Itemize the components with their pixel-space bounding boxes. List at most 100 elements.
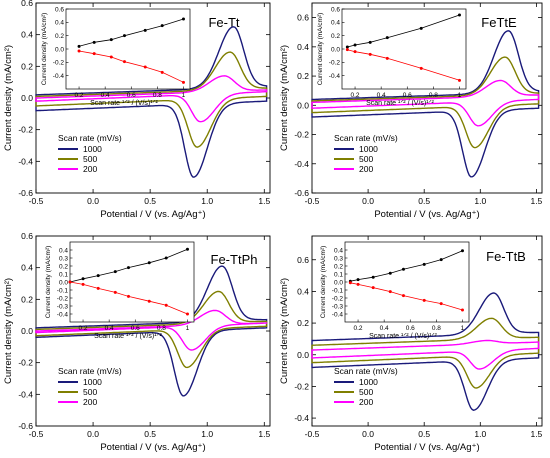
- inset-anodic-point: [368, 40, 372, 44]
- inset-x-tick-label: 0.8: [429, 92, 438, 99]
- inset-x-tick-label: 0.6: [131, 325, 140, 332]
- inset-y-tick-label: -0.2: [332, 295, 344, 302]
- inset-plot: 0.2 0.4 0.6 0.8 1-0.4-0.3-0.2-0.10.00.10.20.…: [320, 241, 470, 340]
- y-tick-label: -0.6: [18, 421, 33, 431]
- inset-y-axis-label: Current density (mA/cm²): [45, 246, 52, 319]
- inset-frame: [341, 8, 467, 90]
- legend-label: 1000: [359, 377, 378, 387]
- inset-y-tick-label: 0.2: [59, 263, 68, 270]
- legend-label: 200: [359, 164, 373, 174]
- y-tick-label: 0.6: [297, 255, 309, 265]
- legend-label: 200: [359, 397, 373, 407]
- inset-y-tick-label: 0.4: [331, 20, 340, 27]
- cv-curve-200: [35, 75, 268, 123]
- panel-title: Fe-TtB: [486, 249, 526, 264]
- x-tick-label: 1.5: [258, 196, 270, 206]
- inset-cathodic-point: [419, 66, 423, 70]
- x-tick-label: 1.0: [201, 429, 213, 439]
- x-tick-label: -0.5: [29, 196, 44, 206]
- x-tick-label: 0.5: [418, 429, 430, 439]
- inset-anodic-point: [164, 256, 168, 260]
- inset-y-tick-label: 0.0: [55, 46, 64, 53]
- inset-anodic-point: [122, 34, 126, 38]
- inset-cathodic-point: [345, 48, 349, 52]
- x-tick-label: 0.0: [87, 429, 99, 439]
- inset-x-tick-label: 1: [458, 92, 462, 99]
- inset-x-tick-label: 0.6: [127, 92, 136, 99]
- inset-cathodic-point: [371, 286, 375, 290]
- inset-anodic-point: [147, 261, 151, 265]
- inset-x-tick-label: 0.8: [432, 325, 441, 332]
- legend-label: 1000: [83, 377, 102, 387]
- y-tick-label: 0.0: [21, 326, 33, 336]
- inset-cathodic-point: [77, 49, 81, 53]
- cv-panel-4: -0.5 0.0 0.5 1.0 1.5 -0.4 -0.2 0.0 0.2 0.4 0.6 Pote…: [279, 235, 543, 453]
- cv-panel-2: -0.5 0.0 0.5 1.0 1.5 -0.6 -0.4 -0.2 0.0 0.2 0.4 0.6…: [279, 2, 543, 220]
- inset-y-tick-label: 0.3: [334, 255, 343, 262]
- inset-cathodic-point: [353, 50, 357, 54]
- inset-anodic-point: [371, 275, 375, 279]
- inset-y-tick-label: 0.2: [55, 33, 64, 40]
- y-axis-label: Current density (mA/cm²): [3, 278, 14, 384]
- inset-anodic-point: [143, 28, 147, 32]
- inset-anodic-point: [401, 267, 405, 271]
- y-tick-label: -0.4: [294, 413, 309, 423]
- legend-label: 1000: [83, 144, 102, 154]
- inset-cathodic-point: [147, 299, 151, 303]
- inset-cathodic-point: [68, 280, 72, 284]
- inset-x-tick-label: 0.4: [380, 325, 389, 332]
- y-tick-label: 0.2: [21, 294, 33, 304]
- plot-frame: [311, 2, 543, 194]
- cv-panel-3: -0.5 0.0 0.5 1.0 1.5 -0.6 -0.4 -0.2 0.0 0.2 0.4 0.6…: [3, 231, 270, 453]
- inset-anodic-point: [96, 274, 100, 278]
- x-tick-label: -0.5: [305, 196, 320, 206]
- inset-x-axis-label: Scan rate ¹ᐟ² / (V/s)¹ᐟ²: [94, 333, 162, 340]
- cv-curve-1000: [35, 26, 268, 178]
- y-tick-label: 0.2: [21, 61, 33, 71]
- inset-frame: [344, 241, 470, 323]
- inset-cathodic-point: [113, 290, 117, 294]
- x-tick-label: 0.5: [418, 196, 430, 206]
- y-tick-label: 0.0: [297, 100, 309, 110]
- inset-x-tick-label: 0.6: [403, 92, 412, 99]
- inset-cathodic-point: [368, 52, 372, 56]
- plot-frame: [311, 235, 543, 427]
- inset-anodic-point: [457, 13, 461, 17]
- x-axis-label: Potential / V (vs. Ag/Ag⁺): [374, 209, 479, 220]
- cv-panel-1: -0.5 0.0 0.5 1.0 1.5 -0.6 -0.4 -0.2 0.0 0.2 0.4 0.6…: [3, 0, 270, 220]
- inset-x-tick-label: 1: [186, 325, 190, 332]
- x-axis-label: Potential / V (vs. Ag/Ag⁺): [100, 442, 205, 453]
- legend-label: 500: [359, 387, 373, 397]
- x-axis-label: Potential / V (vs. Ag/Ag⁺): [100, 209, 205, 220]
- inset-anodic-line: [350, 250, 463, 282]
- y-tick-label: 0.4: [21, 30, 33, 40]
- inset-y-tick-label: 0.0: [59, 279, 68, 286]
- inset-x-axis-label: Scan rate ¹ᐟ² / (V/s)¹ᐟ²: [366, 100, 434, 107]
- inset-anodic-point: [422, 262, 426, 266]
- inset-cathodic-point: [126, 294, 130, 298]
- x-tick-label: 0.0: [362, 429, 374, 439]
- y-tick-label: 0.2: [297, 71, 309, 81]
- inset-y-tick-label: 0.4: [55, 20, 64, 27]
- y-tick-label: 0.4: [297, 42, 309, 52]
- inset-cathodic-point: [457, 78, 461, 82]
- x-tick-label: 1.0: [474, 196, 486, 206]
- inset-x-tick-label: 0.4: [105, 325, 114, 332]
- cv-curve-200: [311, 339, 540, 370]
- inset-anodic-point: [356, 278, 360, 282]
- inset-cathodic-point: [439, 302, 443, 306]
- inset-x-tick-label: 0.4: [101, 92, 110, 99]
- y-tick-label: -0.4: [18, 389, 33, 399]
- inset-cathodic-point: [81, 282, 85, 286]
- cv-curve-200: [35, 309, 268, 351]
- inset-anodic-line: [69, 248, 188, 283]
- inset-anodic-point: [109, 38, 113, 42]
- cv-curve-200: [311, 79, 540, 127]
- inset-anodic-point: [81, 277, 85, 281]
- inset-cathodic-point: [164, 303, 168, 307]
- inset-cathodic-point: [160, 70, 164, 74]
- panel-title: Fe-Tt: [208, 15, 239, 30]
- legend-title: Scan rate (mV/s): [58, 366, 122, 376]
- inset-cathodic-point: [185, 312, 189, 316]
